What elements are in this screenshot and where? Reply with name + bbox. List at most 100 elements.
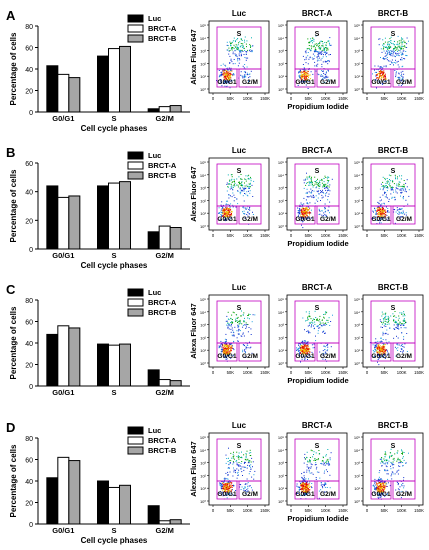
flow-x-tick-label: 100K (321, 370, 331, 375)
gate-label-g2m: G2/M (396, 216, 412, 223)
bar-brct-a-g2m (158, 225, 171, 250)
flow-y-tick-label: 10⁰ (354, 361, 360, 366)
flow-y-tick-label: 10⁴ (354, 448, 360, 453)
legend-swatch (127, 298, 144, 307)
flow-y-tick-label: 10⁵ (278, 23, 284, 28)
y-axis-title: Percentage of cells (9, 444, 18, 517)
panel-label: C (6, 282, 16, 297)
gate-g0g1 (216, 205, 238, 225)
flow-x-axis-title: Propidium Iodide (287, 514, 348, 523)
x-tick-label: S (111, 114, 116, 123)
legend-swatch (127, 14, 144, 23)
flow-x-tick-label: 0 (366, 508, 369, 513)
flow-y-tick-label: 10² (354, 473, 360, 478)
flow-title: Luc (232, 421, 247, 430)
flow-x-tick-label: 50K (227, 508, 235, 513)
flow-y-tick-label: 10² (278, 473, 284, 478)
flow-y-tick-label: 10² (354, 198, 360, 203)
flow-y-tick-label: 10⁵ (278, 160, 284, 165)
gate-label-g0g1: G0/G1 (217, 216, 237, 223)
flow-y-tick-label: 10¹ (278, 486, 284, 491)
gate-g2m (392, 205, 416, 225)
flow-y-tick-label: 10³ (200, 186, 206, 191)
flow-x-tick-label: 50K (227, 370, 235, 375)
flow-x-tick-label: 0 (290, 233, 293, 238)
flow-x-axis-title: Propidium Iodide (287, 239, 348, 248)
flow-y-tick-label: 10⁰ (200, 499, 206, 504)
x-tick-label: G2/M (155, 526, 173, 535)
gate-g0g1 (216, 68, 238, 88)
flow-x-tick-label: 0 (290, 508, 293, 513)
flow-y-tick-label: 10³ (354, 186, 360, 191)
y-tick-label: 0 (29, 247, 33, 254)
flow-plot-luc: Luc 10⁰ 10¹ 10² 10³ 10⁴ 10⁵ 0 50K 100K 150K S G0/G1 G… (200, 421, 270, 513)
bar-brct-b-g2m (169, 227, 182, 250)
flow-y-tick-label: 10³ (354, 49, 360, 54)
flow-y-tick-label: 10¹ (278, 211, 284, 216)
legend-swatch (127, 446, 144, 455)
gate-label-s: S (237, 443, 242, 450)
gate-label-g2m: G2/M (242, 491, 258, 498)
x-tick-label: S (111, 388, 116, 397)
flow-y-tick-label: 10¹ (354, 348, 360, 353)
gate-g2m (392, 342, 416, 362)
y-tick-label: 0 (29, 110, 33, 117)
flow-x-tick-label: 50K (381, 96, 389, 101)
flow-plot-luc: Luc 10⁰ 10¹ 10² 10³ 10⁴ 10⁵ 0 50K 100K 150K S G0/G1 G… (200, 146, 270, 238)
flow-x-tick-label: 150K (414, 370, 424, 375)
x-tick-label: G2/M (155, 114, 173, 123)
gate-label-g2m: G2/M (320, 491, 336, 498)
flow-dots (297, 172, 333, 229)
flow-plot-brct-a: BRCT-A 10⁰ 10¹ 10² 10³ 10⁴ 10⁵ 0 50K 100K 150K S G0/… (278, 421, 348, 513)
legend-label: BRCT-A (148, 436, 177, 445)
gate-g2m (316, 205, 340, 225)
x-tick-label: S (111, 251, 116, 260)
bar-luc-g2m (147, 505, 160, 525)
flow-y-tick-label: 10¹ (354, 74, 360, 79)
flow-y-tick-label: 10¹ (200, 486, 206, 491)
flow-y-tick-label: 10² (200, 335, 206, 340)
flow-y-tick-label: 10⁵ (354, 297, 360, 302)
legend-label: BRCT-B (148, 446, 177, 455)
flow-x-tick-label: 100K (397, 508, 407, 513)
bar-brct-a-s (108, 182, 120, 250)
gate-label-g2m: G2/M (396, 491, 412, 498)
gate-g2m (238, 205, 262, 225)
flow-y-tick-label: 10⁰ (200, 224, 206, 229)
flow-dots (296, 310, 333, 363)
y-tick-label: 20 (25, 218, 33, 225)
gate-g0g1 (370, 205, 392, 225)
flow-y-tick-label: 10⁰ (200, 361, 206, 366)
flow-x-tick-label: 50K (305, 508, 313, 513)
flow-y-tick-label: 10⁴ (200, 310, 206, 315)
flow-y-tick-label: 10¹ (200, 74, 206, 79)
bar-brct-a-g2m (158, 106, 171, 113)
flow-y-axis-title: Alexa Fluor 647 (189, 441, 198, 496)
legend-label: BRCT-A (148, 298, 177, 307)
bar-brct-b-s (119, 45, 131, 113)
bar-brct-b-g2m (169, 105, 182, 113)
legend-label: Luc (148, 14, 161, 23)
flow-y-tick-label: 10⁵ (354, 160, 360, 165)
panel-label: A (6, 8, 16, 23)
x-tick-label: G0/G1 (52, 526, 74, 535)
bar-luc-g0g1 (46, 185, 59, 250)
flow-title: BRCT-B (378, 283, 408, 292)
flow-y-tick-label: 10⁰ (200, 87, 206, 92)
flow-dots (297, 35, 332, 89)
gate-g0g1 (294, 342, 316, 362)
gate-label-g2m: G2/M (242, 79, 258, 86)
flow-x-tick-label: 100K (397, 96, 407, 101)
gate-label-g2m: G2/M (242, 216, 258, 223)
flow-y-tick-label: 10³ (278, 49, 284, 54)
legend-swatch (127, 426, 144, 435)
flow-x-tick-label: 50K (381, 508, 389, 513)
legend-label: BRCT-B (148, 308, 177, 317)
gate-g2m (316, 68, 340, 88)
bar-brct-a-g2m (158, 520, 171, 525)
bar-brct-b-g0g1 (68, 77, 81, 113)
x-tick-label: G0/G1 (52, 388, 74, 397)
legend-label: BRCT-A (148, 24, 177, 33)
flow-y-tick-label: 10⁴ (278, 310, 284, 315)
